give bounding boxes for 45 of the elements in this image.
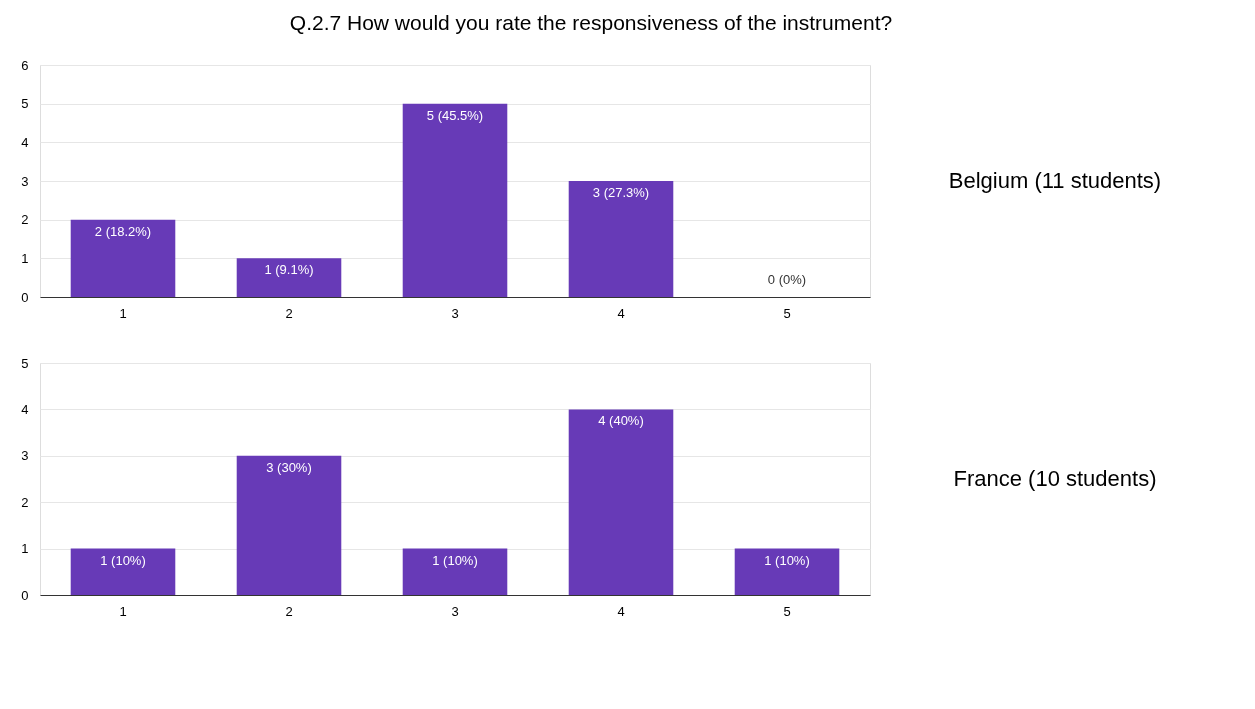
data-label: 1 (10%) xyxy=(432,552,478,568)
x-tick-label: 1 xyxy=(119,305,127,321)
bar xyxy=(70,548,176,595)
x-tick-label: 3 xyxy=(451,305,459,321)
y-tick-label: 6 xyxy=(21,57,29,73)
bar xyxy=(236,455,342,595)
data-label: 2 (18.2%) xyxy=(94,223,152,239)
y-tick-label: 3 xyxy=(21,448,29,464)
y-tick-label: 5 xyxy=(21,96,29,112)
bar xyxy=(402,103,508,297)
bar xyxy=(402,548,508,595)
y-tick-label: 1 xyxy=(21,250,29,266)
y-tick-label: 4 xyxy=(21,401,29,417)
x-tick-label: 2 xyxy=(285,603,293,619)
y-tick-label: 1 xyxy=(21,541,29,557)
y-tick-label: 5 xyxy=(21,355,29,371)
y-tick-label: 3 xyxy=(21,173,29,189)
x-tick-label: 4 xyxy=(617,603,625,619)
x-tick-label: 2 xyxy=(285,305,293,321)
data-label: 4 (40%) xyxy=(598,413,644,429)
text: France (10 students) xyxy=(953,466,1157,491)
data-label: 1 (9.1%) xyxy=(264,262,314,278)
bar xyxy=(70,219,176,297)
bar xyxy=(236,258,342,297)
x-tick-label: 5 xyxy=(783,305,791,321)
y-tick-label: 0 xyxy=(21,587,29,603)
text: Belgium (11 students) xyxy=(948,168,1162,193)
x-tick-label: 3 xyxy=(451,603,459,619)
chart-title: Q.2.7 How would you rate the responsiveness of the instrument? xyxy=(289,10,893,34)
x-tick-label: 1 xyxy=(119,603,127,619)
y-tick-label: 4 xyxy=(21,134,29,150)
y-tick-label: 0 xyxy=(21,289,29,305)
y-tick-label: 2 xyxy=(21,212,29,228)
x-tick-label: 5 xyxy=(783,603,791,619)
data-label: 0 (0%) xyxy=(767,272,807,287)
bar xyxy=(568,181,674,297)
bar xyxy=(734,548,840,595)
bar xyxy=(568,409,674,595)
data-label: 1 (10%) xyxy=(100,552,146,568)
data-label: 3 (27.3%) xyxy=(592,185,650,200)
data-label: 5 (45.5%) xyxy=(426,107,484,123)
data-label: 1 (10%) xyxy=(764,552,810,568)
x-tick-label: 4 xyxy=(617,305,625,321)
y-tick-label: 2 xyxy=(21,494,29,510)
data-label: 3 (30%) xyxy=(266,459,312,475)
